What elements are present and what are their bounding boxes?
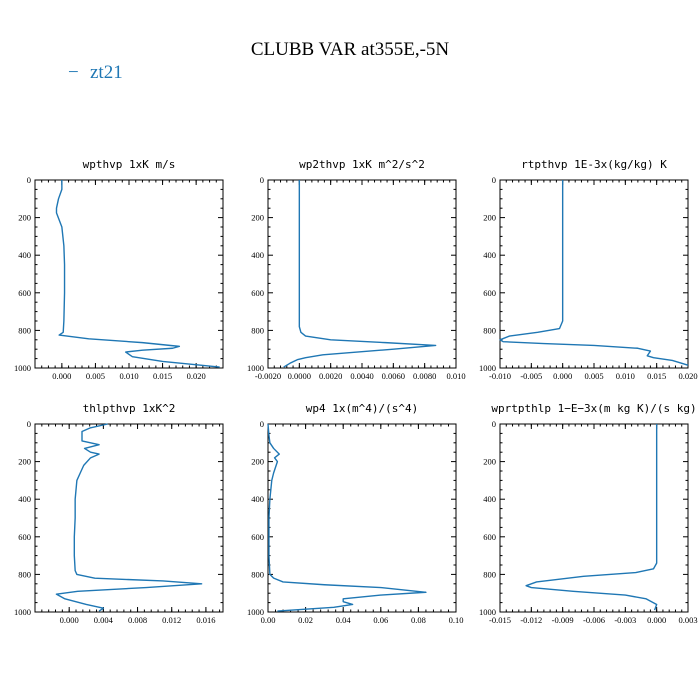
y-tick-label: 600 [251, 532, 264, 542]
y-tick-label: 0 [260, 175, 264, 185]
x-tick-label: 0.016 [196, 615, 215, 625]
series-line-zt21 [284, 180, 436, 367]
x-tick-label: 0.004 [94, 615, 114, 625]
y-tick-label: 400 [18, 250, 31, 260]
y-tick-label: 1000 [14, 607, 31, 617]
y-tick-label: 200 [18, 213, 31, 223]
y-tick-label: 400 [483, 250, 496, 260]
x-tick-label: 0.003 [678, 615, 697, 625]
x-tick-label: -0.010 [489, 371, 511, 381]
y-tick-label: 1000 [14, 363, 31, 373]
y-tick-label: 600 [251, 288, 264, 298]
plot-frame [35, 180, 223, 368]
x-tick-label: 0.06 [373, 615, 388, 625]
y-tick-label: 200 [251, 213, 264, 223]
y-tick-label: 200 [251, 457, 264, 467]
plot-frame [268, 424, 456, 612]
figure-title: CLUBB VAR at355E,-5N [251, 39, 450, 60]
x-tick-label: 0.08 [411, 615, 426, 625]
panel-title: wpthvp 1xK m/s [83, 158, 176, 171]
x-tick-label: -0.0020 [255, 371, 281, 381]
panel-3: rtpthvp 1E-3x(kg/kg) K02004006008001000-… [479, 158, 698, 381]
y-tick-label: 400 [18, 494, 31, 504]
x-tick-label: -0.012 [520, 615, 542, 625]
x-tick-label: 0.005 [584, 371, 603, 381]
legend-line-icon: − [68, 62, 79, 83]
x-tick-label: 0.015 [153, 371, 172, 381]
legend-label: zt21 [90, 62, 123, 83]
x-tick-label: 0.010 [616, 371, 635, 381]
x-tick-label: -0.003 [614, 615, 636, 625]
x-tick-label: 0.0060 [382, 371, 405, 381]
plot-frame [500, 424, 688, 612]
y-tick-label: 800 [18, 569, 31, 579]
panel-title: wp2thvp 1xK m^2/s^2 [299, 158, 425, 171]
y-tick-label: 800 [251, 569, 264, 579]
panel-title: rtpthvp 1E-3x(kg/kg) K [521, 158, 667, 171]
x-tick-label: 0.012 [162, 615, 181, 625]
x-tick-label: 0.0040 [350, 371, 373, 381]
x-tick-label: 0.008 [128, 615, 147, 625]
y-tick-label: 0 [27, 175, 31, 185]
y-tick-label: 800 [483, 569, 496, 579]
panel-1: wpthvp 1xK m/s 0 200 400 600 800 1000 0.000 0.00… [14, 158, 223, 381]
x-tick-label: 0.02 [298, 615, 313, 625]
y-tick-label: 0 [260, 419, 264, 429]
legend: − zt21 [68, 62, 123, 83]
x-tick-label: 0.020 [187, 371, 206, 381]
y-tick-label: 200 [483, 213, 496, 223]
plot-frame [268, 180, 456, 368]
x-tick-label: 0.10 [449, 615, 464, 625]
y-tick-label: 200 [18, 457, 31, 467]
x-tick-label: -0.015 [489, 615, 511, 625]
x-tick-label: 0.00 [261, 615, 276, 625]
panel-title: thlpthvp 1xK^2 [83, 402, 176, 415]
y-tick-label: 800 [251, 325, 264, 335]
panel-title: wp4 1x(m^4)/(s^4) [306, 402, 419, 415]
x-tick-label: 0.020 [678, 371, 697, 381]
x-tick-label: 0.010 [446, 371, 465, 381]
x-tick-label: -0.006 [583, 615, 605, 625]
x-tick-label: -0.009 [552, 615, 574, 625]
y-tick-label: 800 [18, 325, 31, 335]
y-tick-label: 400 [483, 494, 496, 504]
x-tick-label: 0.005 [86, 371, 105, 381]
y-tick-label: 600 [18, 288, 31, 298]
y-tick-label: 200 [483, 457, 496, 467]
series-line-zt21 [500, 180, 688, 365]
x-tick-label: 0.0020 [319, 371, 342, 381]
series-line-zt21 [56, 424, 201, 611]
y-tick-label: 400 [251, 494, 264, 504]
y-tick-label: 600 [483, 288, 496, 298]
panels: wpthvp 1xK m/s020040060080010000.000 0.00… [14, 158, 698, 625]
figure-canvas: CLUBB VAR at355E,-5N − zt21 wpthvp 1xK m… [0, 0, 700, 700]
x-tick-label: 0.0080 [413, 371, 436, 381]
x-tick-label: 0.0000 [288, 371, 311, 381]
y-tick-label: 0 [492, 175, 496, 185]
x-tick-label: -0.005 [520, 371, 542, 381]
y-tick-label: 0 [492, 419, 496, 429]
x-tick-label: 0.000 [647, 615, 666, 625]
y-tick-label: 400 [251, 250, 264, 260]
x-tick-label: 0.015 [647, 371, 666, 381]
y-tick-label: 800 [483, 325, 496, 335]
x-tick-label: 0.000 [553, 371, 572, 381]
x-tick-label: 0.010 [119, 371, 138, 381]
y-tick-label: 0 [27, 419, 31, 429]
y-tick-label: 600 [483, 532, 496, 542]
plot-frame [500, 180, 688, 368]
y-tick-label: 600 [18, 532, 31, 542]
panel-6: wprtpthlp 1−E−3x(m kg K)/(s kg) 0 200 400 60… [479, 402, 698, 625]
x-tick-label: 0.000 [52, 371, 71, 381]
panel-title: wprtpthlp 1−E−3x(m kg K)/(s kg) [491, 402, 696, 415]
x-tick-label: 0.000 [60, 615, 79, 625]
series-line-zt21 [268, 424, 426, 611]
panel-4: thlpthvp 1xK^2 0 200 400 600 800 1000 0.000 0.00… [14, 402, 223, 625]
series-line-zt21 [526, 424, 657, 610]
x-tick-label: 0.04 [336, 615, 352, 625]
panel-2: wp2thvp 1xK m^2/s^2 0 200 400 600 800 1000-0.0… [247, 158, 466, 381]
series-line-zt21 [56, 180, 219, 367]
